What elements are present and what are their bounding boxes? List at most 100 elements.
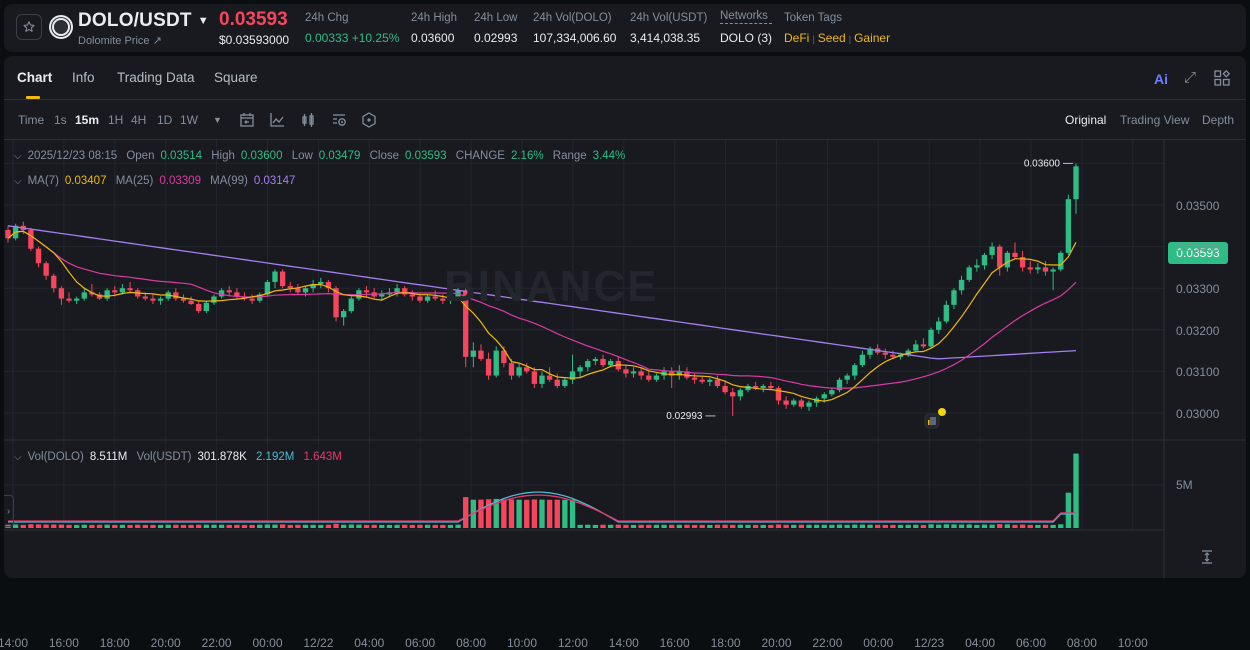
view-trading-view[interactable]: Trading View [1120, 113, 1190, 127]
high-label: High [211, 150, 235, 162]
timeframe-time[interactable]: Time [18, 113, 45, 127]
stat-label: 24h Chg [305, 12, 349, 24]
x-tick: 22:00 [201, 636, 232, 650]
x-tick: 06:00 [405, 636, 436, 650]
ai-button[interactable]: Ai [1154, 71, 1168, 87]
view-original[interactable]: Original [1065, 113, 1107, 127]
last-price: 0.03593 [219, 9, 288, 30]
last-price-usd: $0.03593000 [219, 33, 290, 47]
timeframe-1h[interactable]: 1H [108, 113, 124, 127]
stat-label: Networks [720, 10, 773, 24]
vol-ma2-value: 1.643M [303, 451, 342, 463]
volume-tick: 5M [1176, 478, 1193, 492]
candlestick-chart[interactable]: 0.03600 0.02993 [4, 140, 1246, 578]
stat-24h-high: 24h High 0.03600 [411, 12, 457, 45]
stat-label: 24h Vol(DOLO) [533, 12, 612, 24]
price-chart-area[interactable]: 0.03600 0.02993 BINANCE ⌵ 2025/12/23 08:15… [0, 140, 1246, 650]
high-annotation: 0.03600 [1024, 158, 1061, 169]
caret-down-icon: ▼ [197, 14, 209, 27]
expand-sidebar-handle[interactable]: › [4, 495, 14, 527]
ma99-label: MA(99) [210, 175, 248, 187]
stat-value: 3,414,038.35 [630, 31, 701, 45]
token-price-link[interactable]: Dolomite Price ↗ [78, 35, 162, 47]
high-value: 0.03600 [240, 150, 283, 162]
chart-settings-icon[interactable] [330, 111, 348, 129]
timeframe-15m[interactable]: 15m [75, 113, 100, 127]
x-tick: 12:00 [557, 636, 588, 650]
tab-square[interactable]: Square [214, 70, 258, 85]
y-tick: 0.03400 [1176, 241, 1220, 255]
vol-base-label: Vol(DOLO) [27, 451, 84, 463]
open-value: 0.03514 [160, 150, 203, 162]
timeframe-1s[interactable]: 1s [54, 113, 67, 127]
timeframe-1w[interactable]: 1W [180, 113, 198, 127]
ticker-header: DOLO/USDT ▼ Dolomite Price ↗ 0.03593 $0.0… [4, 4, 1246, 52]
y-tick: 0.03200 [1176, 324, 1220, 338]
x-tick: 08:00 [1066, 636, 1097, 650]
x-tick: 08:00 [456, 636, 487, 650]
indicator-line-icon[interactable] [268, 111, 286, 129]
x-tick: 10:00 [1117, 636, 1148, 650]
collapse-chevron-icon[interactable]: ⌵ [14, 151, 22, 162]
stat-value: 107,334,006.60 [533, 31, 617, 45]
widgets-icon[interactable] [1214, 70, 1230, 86]
token-logo-icon [49, 15, 73, 39]
tag-seed[interactable]: Seed [817, 31, 846, 45]
symbol-selector[interactable]: DOLO/USDT ▼ [78, 10, 209, 32]
hexagon-settings-icon[interactable] [360, 111, 378, 129]
vol-base-value: 8.511M [89, 451, 128, 463]
news-event-icon[interactable] [921, 406, 953, 432]
tab-bar: Chart Info Trading Data Square Ai ⤢ [4, 56, 1246, 100]
low-value: 0.03479 [318, 150, 361, 162]
timeframe-more-caret-icon[interactable]: ▼ [213, 115, 222, 125]
stat-label: 24h Low [474, 12, 518, 24]
range-label: Range [552, 150, 587, 162]
ma7-label: MA(7) [27, 175, 59, 187]
tag-list: DeFi | Seed | Gainer [784, 31, 891, 45]
ma25-label: MA(25) [115, 175, 154, 187]
ohlc-date: 2025/12/23 08:15 [27, 150, 118, 162]
collapse-chevron-icon[interactable]: ⌵ [14, 452, 22, 463]
tag-defi[interactable]: DeFi [784, 31, 810, 45]
x-tick: 00:00 [252, 636, 283, 650]
binance-watermark: BINANCE [444, 262, 659, 311]
ma7-value: 0.03407 [64, 175, 107, 187]
stat-24h-vol-quote: 24h Vol(USDT) 3,414,038.35 [630, 12, 707, 45]
token-tags: Token Tags DeFi | Seed | Gainer [784, 12, 890, 45]
stat-label: 24h High [411, 12, 458, 24]
calendar-icon[interactable] [238, 111, 256, 129]
stat-24h-low: 24h Low 0.02993 [474, 12, 517, 45]
y-tick: 0.03100 [1176, 365, 1220, 379]
chart-toolbar: Time 1s 15m 1H 4H 1D 1W ▼ Original Tradi… [4, 100, 1246, 140]
low-label: Low [291, 150, 313, 162]
active-tab-indicator [26, 96, 40, 99]
x-tick: 04:00 [354, 636, 385, 650]
view-depth[interactable]: Depth [1202, 113, 1235, 127]
candlestick-type-icon[interactable] [299, 111, 317, 129]
tab-chart[interactable]: Chart [17, 70, 53, 85]
tag-gainer[interactable]: Gainer [854, 31, 891, 45]
open-label: Open [126, 150, 155, 162]
stat-label: 24h Vol(USDT) [630, 12, 708, 24]
x-tick: 16:00 [659, 636, 690, 650]
favorite-button[interactable] [16, 14, 42, 40]
x-tick: 12/23 [914, 636, 945, 650]
tab-trading-data[interactable]: Trading Data [117, 70, 195, 85]
auto-scale-icon[interactable] [1199, 549, 1215, 565]
x-tick: 18:00 [99, 636, 130, 650]
stat-24h-vol-base: 24h Vol(DOLO) 107,334,006.60 [533, 12, 616, 45]
range-value: 3.44% [592, 150, 626, 162]
x-tick: 16:00 [48, 636, 79, 650]
ma25-value: 0.03309 [159, 175, 201, 187]
tab-info[interactable]: Info [72, 70, 95, 85]
x-tick: 10:00 [506, 636, 538, 650]
y-tick: 0.03500 [1176, 199, 1220, 213]
expand-icon[interactable]: ⤢ [1184, 69, 1197, 86]
volume-legend: ⌵ Vol(DOLO) 8.511M Vol(USDT) 301.878K 2.192… [14, 451, 348, 463]
timeframe-1d[interactable]: 1D [157, 113, 173, 127]
collapse-chevron-icon[interactable]: ⌵ [14, 176, 22, 187]
x-tick: 20:00 [150, 636, 181, 650]
stat-value: 0.03600 [411, 31, 455, 45]
stat-networks[interactable]: Networks DOLO (3) [720, 10, 773, 45]
timeframe-4h[interactable]: 4H [131, 113, 147, 127]
